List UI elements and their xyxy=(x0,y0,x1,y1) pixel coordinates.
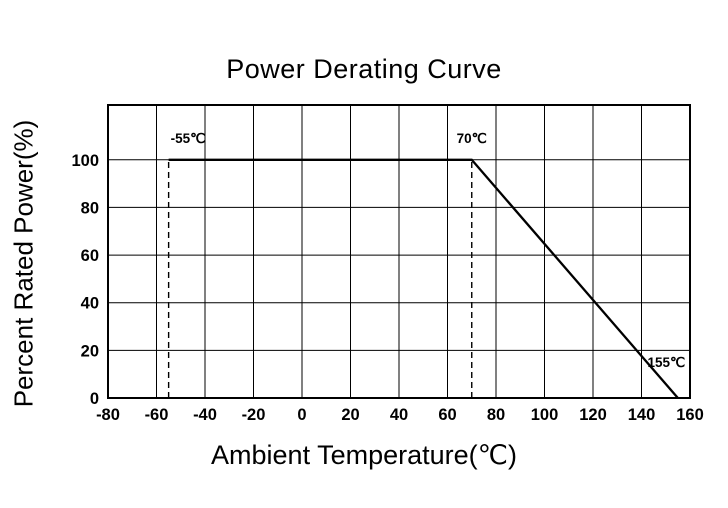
y-tick-label: 60 xyxy=(81,247,99,265)
y-tick-label: 20 xyxy=(81,342,99,360)
x-tick-label: -40 xyxy=(193,406,217,424)
curve-annotation: 70℃ xyxy=(457,131,488,146)
x-tick-label: 20 xyxy=(341,406,359,424)
x-tick-label: -80 xyxy=(96,406,120,424)
y-tick-label: 80 xyxy=(81,199,99,217)
x-tick-label: 140 xyxy=(628,406,656,424)
curve-annotation: 155℃ xyxy=(647,355,686,370)
y-tick-label: 100 xyxy=(71,152,99,170)
derating-curve-line xyxy=(168,158,679,399)
x-tick-label: 60 xyxy=(438,406,456,424)
y-tick-label: 0 xyxy=(90,390,99,408)
chart-title: Power Derating Curve xyxy=(226,54,502,84)
y-tick-label: 40 xyxy=(81,295,99,313)
x-tick-label: 120 xyxy=(579,406,607,424)
x-tick-label: 40 xyxy=(390,406,408,424)
x-tick-label: -20 xyxy=(242,406,266,424)
curve-annotation: -55℃ xyxy=(171,131,207,146)
x-tick-label: 80 xyxy=(487,406,505,424)
x-tick-label: -60 xyxy=(145,406,169,424)
x-axis-label: Ambient Temperature(℃) xyxy=(211,440,517,470)
x-tick-label: 0 xyxy=(297,406,306,424)
x-tick-label: 160 xyxy=(676,406,704,424)
plot-frame xyxy=(107,104,691,399)
x-tick-label: 100 xyxy=(531,406,559,424)
